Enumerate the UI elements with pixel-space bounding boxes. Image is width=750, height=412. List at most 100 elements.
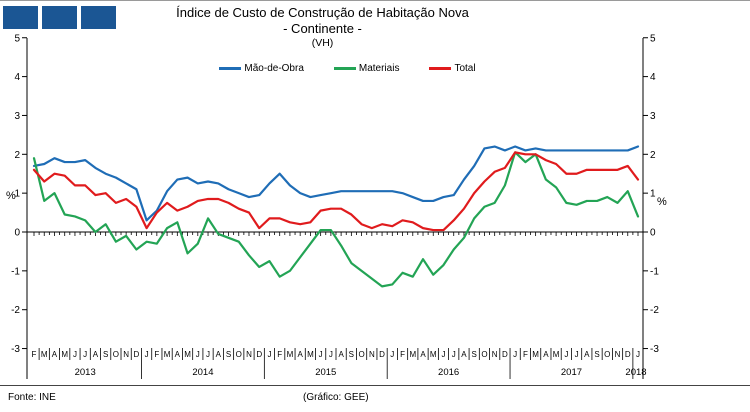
- svg-text:O: O: [236, 350, 242, 359]
- svg-text:4: 4: [14, 72, 20, 83]
- svg-text:M: M: [184, 350, 191, 359]
- chart-title: Índice de Custo de Construção de Habitaç…: [176, 5, 469, 20]
- svg-text:J: J: [319, 350, 323, 359]
- svg-text:-3: -3: [11, 344, 20, 355]
- svg-text:D: D: [256, 350, 262, 359]
- svg-text:N: N: [615, 350, 621, 359]
- legend-line-swatch: [429, 67, 452, 70]
- svg-text:N: N: [369, 350, 375, 359]
- svg-text:-1: -1: [650, 266, 659, 277]
- svg-text:F: F: [277, 350, 282, 359]
- svg-text:J: J: [390, 350, 394, 359]
- svg-text:1: 1: [14, 189, 20, 200]
- svg-text:S: S: [103, 350, 108, 359]
- svg-text:M: M: [164, 350, 171, 359]
- y-axis-unit-right: %: [657, 196, 667, 208]
- svg-text:A: A: [216, 350, 222, 359]
- svg-text:O: O: [358, 350, 364, 359]
- legend-label: Mão-de-Obra: [244, 63, 304, 74]
- svg-text:D: D: [502, 350, 508, 359]
- chart-legend: Mão-de-Obra Materiais Total: [0, 63, 695, 74]
- svg-text:M: M: [61, 350, 68, 359]
- svg-text:2014: 2014: [192, 367, 213, 378]
- svg-text:S: S: [349, 350, 354, 359]
- svg-text:D: D: [379, 350, 385, 359]
- svg-text:J: J: [575, 350, 579, 359]
- svg-text:A: A: [297, 350, 303, 359]
- svg-text:F: F: [32, 350, 37, 359]
- svg-text:F: F: [523, 350, 528, 359]
- logo-square: [81, 6, 116, 29]
- svg-text:A: A: [461, 350, 467, 359]
- svg-text:2018: 2018: [625, 367, 646, 378]
- svg-text:S: S: [594, 350, 599, 359]
- svg-text:J: J: [196, 350, 200, 359]
- svg-text:3: 3: [14, 111, 20, 122]
- svg-text:D: D: [625, 350, 631, 359]
- svg-text:J: J: [636, 350, 640, 359]
- legend-line-swatch: [333, 67, 356, 70]
- svg-text:A: A: [338, 350, 344, 359]
- logo-squares: [3, 6, 116, 29]
- legend-item-mao-de-obra: Mão-de-Obra: [219, 63, 304, 74]
- svg-text:M: M: [287, 350, 294, 359]
- svg-text:A: A: [543, 350, 549, 359]
- svg-text:J: J: [83, 350, 87, 359]
- svg-text:N: N: [123, 350, 129, 359]
- svg-text:F: F: [154, 350, 159, 359]
- svg-text:2017: 2017: [561, 367, 582, 378]
- svg-text:J: J: [513, 350, 517, 359]
- svg-text:A: A: [52, 350, 58, 359]
- svg-text:0: 0: [14, 228, 20, 239]
- legend-item-total: Total: [429, 63, 476, 74]
- svg-text:J: J: [441, 350, 445, 359]
- svg-text:N: N: [492, 350, 498, 359]
- svg-text:M: M: [41, 350, 48, 359]
- svg-text:5: 5: [14, 33, 20, 44]
- svg-text:M: M: [409, 350, 416, 359]
- svg-text:O: O: [113, 350, 119, 359]
- svg-text:5: 5: [650, 33, 656, 44]
- svg-text:J: J: [452, 350, 456, 359]
- svg-text:J: J: [329, 350, 333, 359]
- svg-text:A: A: [420, 350, 426, 359]
- svg-text:O: O: [604, 350, 610, 359]
- legend-label: Materiais: [358, 63, 400, 74]
- svg-text:-2: -2: [650, 305, 659, 316]
- logo-square: [3, 6, 38, 29]
- svg-text:J: J: [145, 350, 149, 359]
- svg-text:A: A: [93, 350, 99, 359]
- svg-text:S: S: [472, 350, 477, 359]
- svg-text:M: M: [532, 350, 539, 359]
- svg-text:S: S: [226, 350, 231, 359]
- svg-text:-2: -2: [11, 305, 20, 316]
- footer-divider: [0, 385, 750, 386]
- svg-text:-3: -3: [650, 344, 659, 355]
- svg-text:M: M: [553, 350, 560, 359]
- svg-text:2013: 2013: [75, 367, 96, 378]
- svg-text:M: M: [430, 350, 437, 359]
- svg-text:3: 3: [650, 111, 656, 122]
- svg-text:2016: 2016: [438, 367, 459, 378]
- legend-item-materiais: Materiais: [333, 63, 400, 74]
- source-note: Fonte: INE: [8, 392, 56, 403]
- svg-text:J: J: [564, 350, 568, 359]
- svg-text:M: M: [307, 350, 314, 359]
- svg-text:2: 2: [650, 150, 656, 161]
- svg-text:A: A: [584, 350, 590, 359]
- chart-subtitle: - Continente -: [283, 21, 362, 36]
- chart-unit-note: (VH): [311, 37, 334, 49]
- svg-text:-1: -1: [11, 266, 20, 277]
- logo-square: [42, 6, 77, 29]
- svg-text:4: 4: [650, 72, 656, 83]
- svg-text:1: 1: [650, 189, 656, 200]
- svg-text:J: J: [206, 350, 210, 359]
- legend-line-swatch: [219, 67, 242, 70]
- svg-text:O: O: [481, 350, 487, 359]
- svg-text:A: A: [175, 350, 181, 359]
- y-axis-unit-left: %: [6, 190, 16, 202]
- svg-text:D: D: [133, 350, 139, 359]
- svg-text:0: 0: [650, 228, 656, 239]
- svg-text:J: J: [267, 350, 271, 359]
